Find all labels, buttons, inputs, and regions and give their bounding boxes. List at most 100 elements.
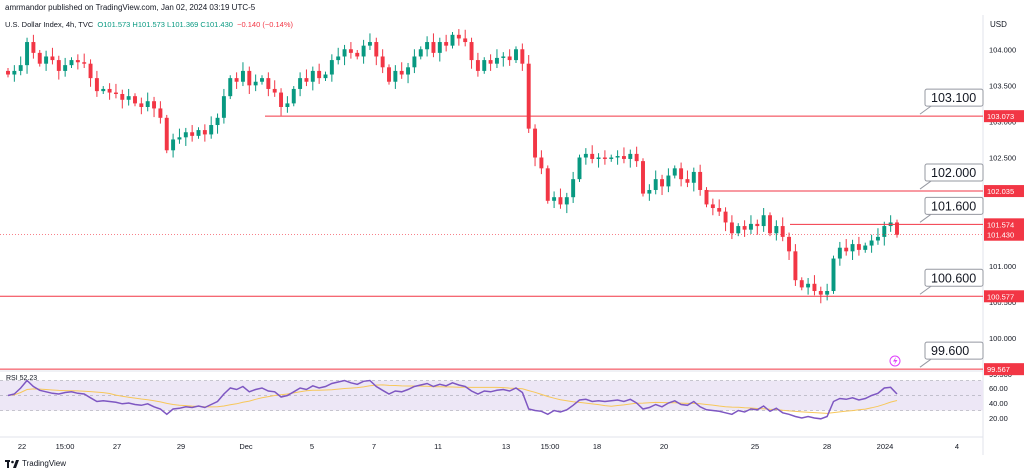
candle-body: [539, 157, 544, 169]
price-tick-label: 103.500: [989, 81, 1016, 90]
publisher-attribution: amrmandor published on TradingView.com, …: [5, 3, 256, 12]
candle-body: [101, 88, 106, 92]
candle-body: [75, 60, 80, 63]
candles-group: [6, 29, 899, 304]
candle-body: [6, 70, 10, 75]
candle-body: [761, 215, 766, 227]
candle-body: [348, 49, 353, 53]
candle-body: [691, 171, 696, 183]
candle-body: [825, 291, 830, 295]
candle-body: [545, 168, 550, 201]
candle-body: [190, 132, 195, 136]
candle-body: [374, 42, 379, 57]
level-axis-label: 99.567: [987, 365, 1010, 374]
candle-body: [748, 223, 753, 230]
candle-body: [634, 153, 639, 162]
candle-body: [494, 57, 499, 64]
level-callout-box: [924, 341, 984, 360]
candle-body: [412, 56, 417, 68]
level-axis-label: 103.073: [987, 112, 1014, 121]
candle-body: [247, 70, 252, 86]
candle-body: [399, 70, 404, 75]
candle-body: [558, 197, 563, 205]
candle-body: [240, 70, 245, 82]
candle-body: [171, 139, 176, 151]
candle-body: [787, 236, 792, 252]
candle-body: [672, 168, 677, 176]
candle-body: [37, 52, 42, 64]
time-tick-label: 15:00: [541, 442, 560, 451]
candle-body: [533, 128, 538, 158]
candle-body: [653, 179, 658, 190]
candle-body: [228, 78, 233, 97]
candle-body: [774, 226, 779, 234]
candle-body: [596, 157, 601, 159]
candle-body: [202, 130, 207, 135]
callout-pointer: [919, 285, 932, 295]
time-tick-label: Dec: [239, 442, 253, 451]
candle-body: [717, 208, 722, 212]
candle-body: [31, 42, 36, 53]
candle-body: [177, 137, 182, 140]
candle-body: [564, 197, 569, 205]
candle-body: [367, 42, 372, 46]
candle-body: [107, 88, 112, 93]
candle-body: [380, 56, 385, 68]
candle-body: [488, 60, 493, 64]
rsi-indicator-label: RSI 52.23: [6, 375, 37, 382]
callout-pointer: [919, 213, 932, 223]
callout-pointer: [919, 180, 932, 190]
time-tick-label: 5: [310, 442, 314, 451]
candle-body: [647, 189, 652, 194]
currency-label: USD: [990, 20, 1007, 29]
candle-body: [602, 157, 607, 159]
candle-body: [234, 78, 239, 82]
candle-body: [291, 88, 296, 104]
candle-body: [621, 156, 626, 159]
candle-body: [514, 49, 518, 61]
candle-body: [685, 179, 690, 183]
candle-body: [336, 56, 341, 61]
candle-body: [323, 74, 328, 79]
level-callout-label: 103.100: [931, 91, 976, 105]
level-axis-label: 100.577: [987, 292, 1014, 301]
last-price-label: 101.430: [987, 231, 1014, 240]
candle-body: [641, 161, 645, 194]
candle-body: [317, 70, 322, 79]
level-axis-label: 102.035: [987, 187, 1014, 196]
candle-body: [698, 171, 703, 190]
candle-body: [729, 222, 734, 234]
candle-body: [831, 258, 836, 292]
last-price-badge: [984, 228, 1024, 241]
ohlc-values: O101.573 H101.573 L101.369 C101.430: [97, 20, 233, 29]
candle-body: [501, 56, 506, 58]
level-callout-label: 101.600: [931, 199, 976, 213]
lightning-icon: [893, 357, 898, 365]
candle-body: [393, 70, 398, 82]
candle-body: [94, 78, 99, 92]
candle-body: [615, 156, 620, 158]
candle-body: [850, 244, 855, 252]
candle-body: [590, 153, 595, 159]
candle-body: [793, 251, 798, 281]
time-tick-label: 29: [177, 442, 185, 451]
level-callout-label: 100.600: [931, 271, 976, 285]
candle-body: [780, 226, 785, 237]
candle-body: [387, 67, 391, 82]
candle-body: [183, 132, 188, 138]
candle-body: [507, 56, 512, 61]
candle-body: [145, 101, 150, 107]
symbol-name: U.S. Dollar Index, 4h, TVC: [5, 20, 94, 29]
candle-body: [196, 130, 201, 136]
candle-body: [444, 42, 449, 46]
candle-body: [526, 63, 531, 129]
candle-body: [583, 153, 588, 158]
level-callout-box: [924, 88, 984, 107]
time-tick-label: 28: [823, 442, 831, 451]
symbol-info: U.S. Dollar Index, 4h, TVC O101.573 H101…: [5, 20, 293, 29]
price-tick-label: 102.500: [989, 154, 1016, 163]
level-axis-badge: [984, 218, 1024, 231]
candle-body: [209, 125, 214, 135]
